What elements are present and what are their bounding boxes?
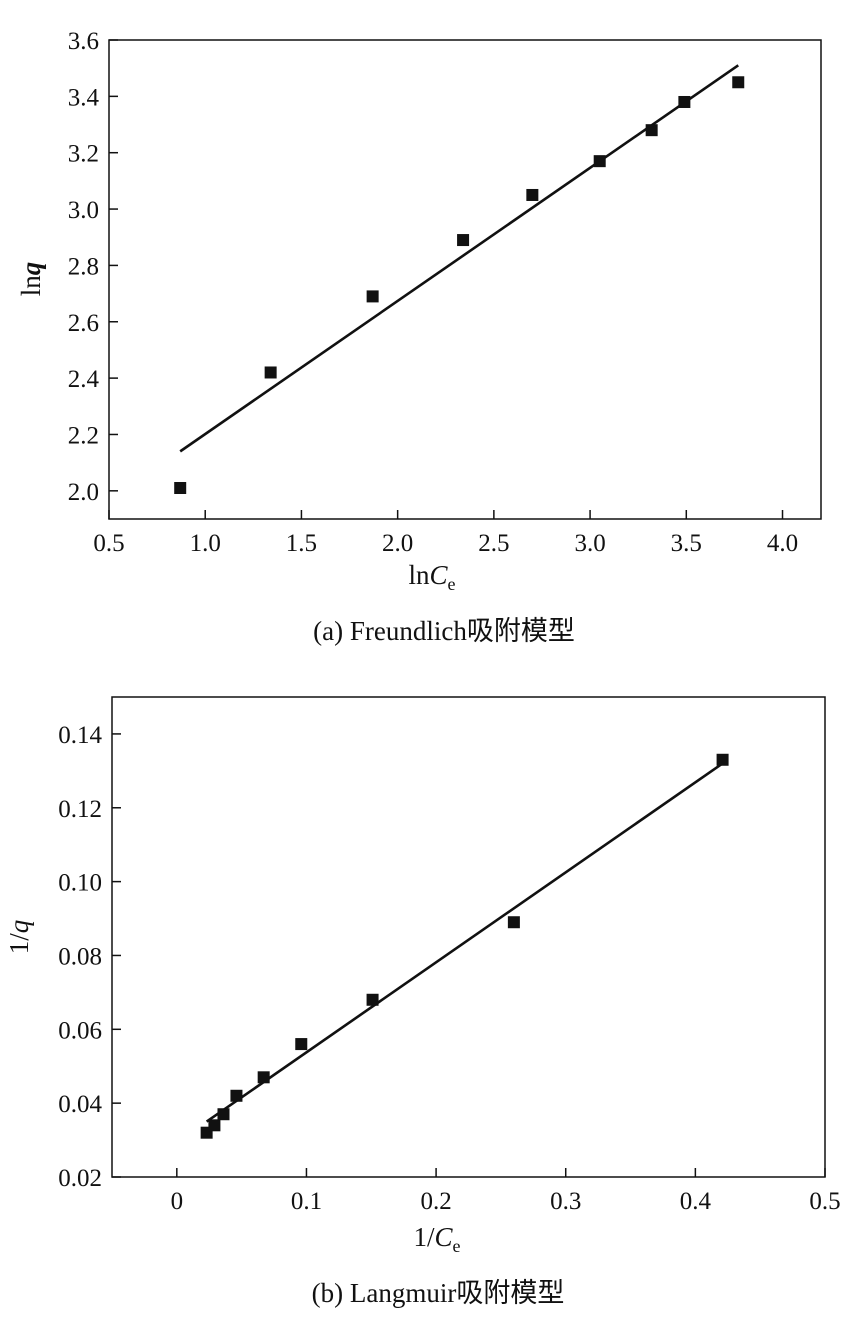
x-tick-label: 1.0 — [190, 530, 221, 557]
data-point — [678, 95, 691, 108]
y-tick-label: 3.2 — [68, 141, 99, 168]
x-tick-label: 0.4 — [680, 1188, 712, 1215]
caption: (b) Langmuir吸附模型 — [312, 1278, 565, 1308]
data-point — [264, 366, 277, 379]
data-point — [507, 916, 520, 929]
data-point — [732, 76, 745, 89]
y-tick-label: 2.2 — [68, 422, 99, 449]
x-tick-label: 0.5 — [809, 1188, 840, 1215]
fit-line — [179, 64, 739, 453]
x-tick-label: 0.5 — [93, 530, 124, 557]
x-axis-title-subscript: e — [448, 574, 456, 594]
x-axis-title-subscript: e — [453, 1236, 461, 1256]
x-tick-label: 0.1 — [291, 1188, 322, 1215]
y-tick-label: 0.08 — [58, 943, 102, 970]
data-point — [366, 290, 379, 303]
y-tick-label: 2.6 — [68, 310, 99, 337]
y-tick-label: 0.02 — [58, 1165, 102, 1192]
data-point — [457, 234, 470, 247]
fit-line — [205, 762, 724, 1123]
x-axis-title-variable: C — [430, 560, 449, 590]
data-point — [217, 1108, 230, 1121]
caption: (a) Freundlich吸附模型 — [313, 616, 575, 646]
y-tick-label: 3.4 — [68, 84, 100, 111]
chart-freundlich: 0.5 1.0 1.5 2.0 2.5 3.0 3.5 4.0 2.0 2.2 2.4 2.6 2.8… — [16, 28, 822, 646]
x-tick-label: 1.5 — [286, 530, 317, 557]
data-point — [366, 993, 379, 1006]
x-axis-title: lnCe — [408, 560, 455, 594]
y-tick-label: 2.0 — [68, 479, 99, 506]
chart-langmuir: 0 0.1 0.2 0.3 0.4 0.5 0.02 0.04 0.06 0.08 0.10 0.1… — [4, 696, 841, 1308]
y-tick-label: 2.4 — [68, 366, 100, 393]
data-point — [526, 188, 539, 201]
data-points — [174, 76, 745, 495]
data-point — [230, 1089, 243, 1102]
data-points — [200, 753, 729, 1139]
data-point — [295, 1038, 308, 1051]
y-ticks: 2.0 2.2 2.4 2.6 2.8 3.0 3.2 3.4 3.6 — [68, 28, 118, 506]
data-point — [174, 482, 187, 495]
y-ticks: 0.02 0.04 0.06 0.08 0.10 0.12 0.14 — [58, 722, 121, 1192]
x-tick-label: 3.5 — [671, 530, 702, 557]
x-ticks: 0.5 1.0 1.5 2.0 2.5 3.0 3.5 4.0 — [93, 510, 798, 557]
x-axis-title: 1/Ce — [413, 1222, 460, 1256]
x-tick-label: 2.0 — [382, 530, 413, 557]
x-tick-label: 0 — [171, 1188, 184, 1215]
y-axis-title-variable: q — [16, 262, 46, 276]
data-point — [257, 1071, 270, 1084]
x-tick-label: 3.0 — [574, 530, 605, 557]
y-tick-label: 0.12 — [58, 796, 102, 823]
y-tick-label: 3.0 — [68, 197, 99, 224]
y-axis-title-variable: q — [4, 920, 34, 934]
x-axis-title-variable: C — [435, 1222, 454, 1252]
x-tick-label: 0.2 — [420, 1188, 451, 1215]
data-point — [208, 1119, 221, 1132]
data-point — [716, 753, 729, 766]
data-point — [645, 124, 658, 137]
y-tick-label: 0.06 — [58, 1017, 102, 1044]
y-axis-title: lnq — [16, 262, 46, 297]
x-tick-label: 4.0 — [767, 530, 798, 557]
plot-frame — [108, 39, 822, 520]
y-tick-label: 0.04 — [58, 1091, 102, 1118]
y-axis-title: 1/q — [4, 920, 34, 955]
x-tick-label: 2.5 — [478, 530, 509, 557]
y-tick-label: 2.8 — [68, 253, 99, 280]
plot-frame — [111, 696, 826, 1178]
x-ticks: 0 0.1 0.2 0.3 0.4 0.5 — [171, 1168, 841, 1215]
y-tick-label: 3.6 — [68, 28, 99, 55]
data-point — [593, 155, 606, 168]
y-tick-label: 0.10 — [58, 870, 102, 897]
x-tick-label: 0.3 — [550, 1188, 581, 1215]
y-tick-label: 0.14 — [58, 722, 102, 749]
